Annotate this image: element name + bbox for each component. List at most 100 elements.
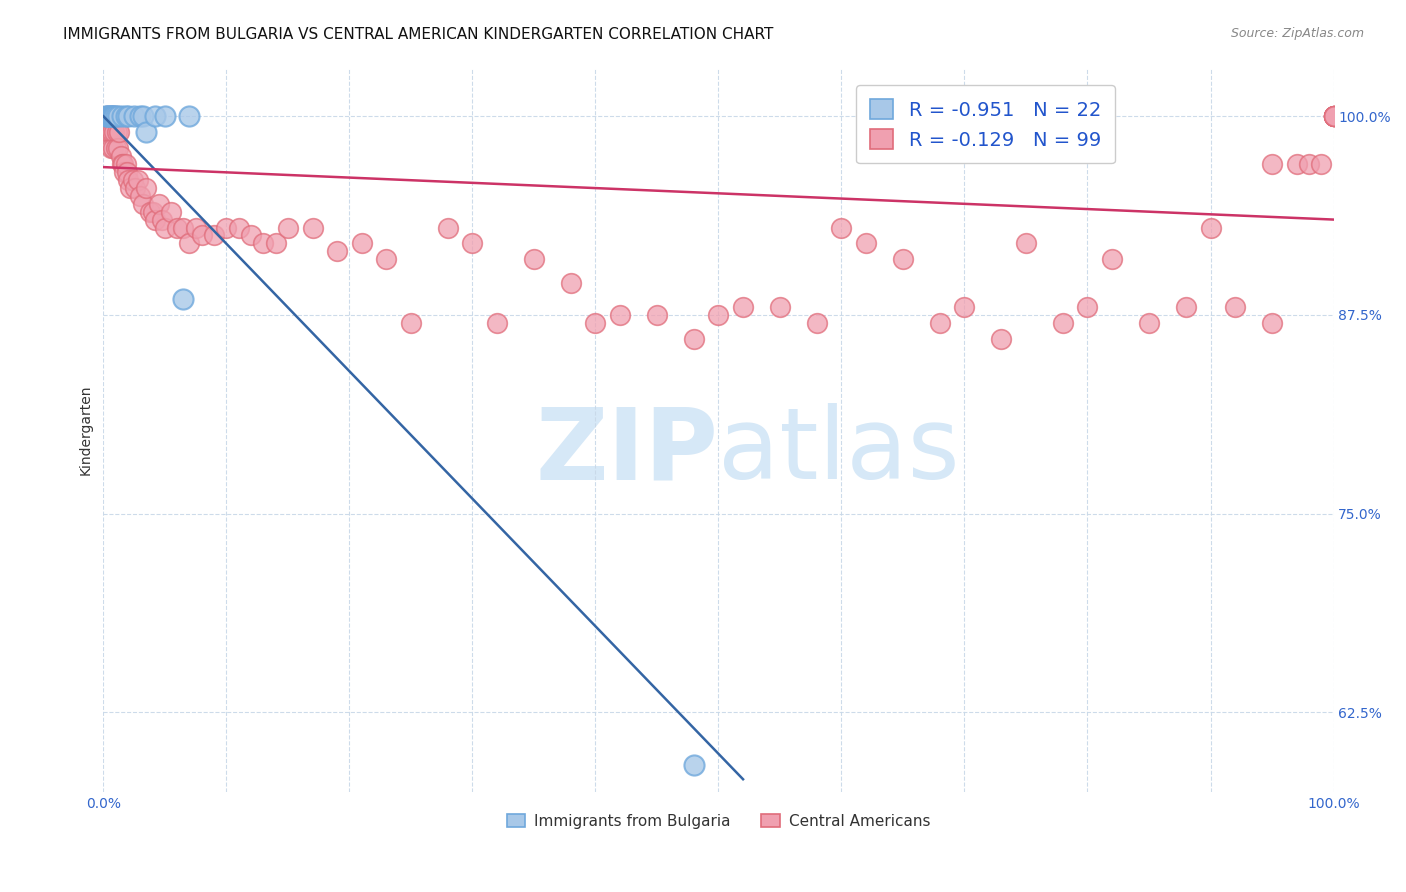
Point [1322, 109, 1344, 123]
Point [1261, 316, 1284, 330]
Point [153, 109, 176, 123]
Point [153, 220, 176, 235]
Point [769, 300, 792, 314]
Point [1285, 157, 1308, 171]
Point [583, 316, 606, 330]
Point [100, 109, 122, 123]
Point [1322, 109, 1344, 123]
Point [114, 109, 136, 123]
Point [129, 109, 152, 123]
Point [326, 244, 349, 259]
Point [96, 109, 118, 123]
Point [184, 220, 207, 235]
Point [891, 252, 914, 267]
Point [103, 109, 125, 123]
Point [108, 125, 131, 139]
Point [143, 212, 166, 227]
Point [104, 109, 127, 123]
Point [1052, 316, 1074, 330]
Point [1322, 109, 1344, 123]
Point [202, 228, 225, 243]
Point [1322, 109, 1344, 123]
Point [172, 220, 194, 235]
Point [399, 316, 422, 330]
Text: ZIP: ZIP [536, 403, 718, 500]
Point [953, 300, 976, 314]
Point [1137, 316, 1160, 330]
Point [375, 252, 398, 267]
Point [111, 109, 134, 123]
Point [682, 332, 704, 346]
Point [94, 109, 117, 123]
Point [110, 149, 132, 163]
Point [855, 236, 877, 251]
Point [98, 109, 121, 123]
Point [115, 165, 138, 179]
Point [104, 141, 127, 155]
Point [103, 109, 125, 123]
Point [523, 252, 546, 267]
Point [104, 109, 127, 123]
Point [1174, 300, 1197, 314]
Point [240, 228, 263, 243]
Point [645, 308, 668, 322]
Point [437, 220, 460, 235]
Point [806, 316, 828, 330]
Point [707, 308, 730, 322]
Point [114, 157, 136, 171]
Point [120, 181, 142, 195]
Point [215, 220, 238, 235]
Point [132, 109, 155, 123]
Point [103, 125, 125, 139]
Point [461, 236, 484, 251]
Point [1310, 157, 1333, 171]
Text: Source: ZipAtlas.com: Source: ZipAtlas.com [1230, 27, 1364, 40]
Point [100, 109, 122, 123]
Point [97, 109, 120, 123]
Point [264, 236, 287, 251]
Point [1322, 109, 1344, 123]
Point [111, 157, 134, 171]
Point [107, 141, 129, 155]
Point [97, 109, 120, 123]
Point [228, 220, 250, 235]
Y-axis label: Kindergarten: Kindergarten [79, 385, 93, 475]
Point [96, 109, 118, 123]
Point [486, 316, 509, 330]
Point [1101, 252, 1123, 267]
Point [107, 109, 129, 123]
Point [122, 173, 145, 187]
Point [132, 196, 155, 211]
Point [682, 758, 704, 772]
Point [990, 332, 1012, 346]
Point [1261, 157, 1284, 171]
Point [166, 220, 188, 235]
Point [1322, 109, 1344, 123]
Point [1199, 220, 1222, 235]
Point [98, 109, 121, 123]
Point [122, 109, 145, 123]
Point [117, 109, 139, 123]
Point [609, 308, 631, 322]
Point [101, 109, 124, 123]
Point [1223, 300, 1246, 314]
Point [139, 204, 162, 219]
Point [143, 109, 166, 123]
Point [1015, 236, 1038, 251]
Point [191, 228, 214, 243]
Point [105, 125, 128, 139]
Point [148, 196, 170, 211]
Point [172, 292, 194, 306]
Point [152, 212, 174, 227]
Point [1322, 109, 1344, 123]
Point [142, 204, 165, 219]
Point [731, 300, 754, 314]
Point [135, 125, 157, 139]
Point [112, 165, 135, 179]
Point [98, 125, 121, 139]
Point [103, 109, 125, 123]
Point [103, 109, 125, 123]
Point [101, 109, 124, 123]
Text: IMMIGRANTS FROM BULGARIA VS CENTRAL AMERICAN KINDERGARTEN CORRELATION CHART: IMMIGRANTS FROM BULGARIA VS CENTRAL AMER… [63, 27, 773, 42]
Point [135, 181, 157, 195]
